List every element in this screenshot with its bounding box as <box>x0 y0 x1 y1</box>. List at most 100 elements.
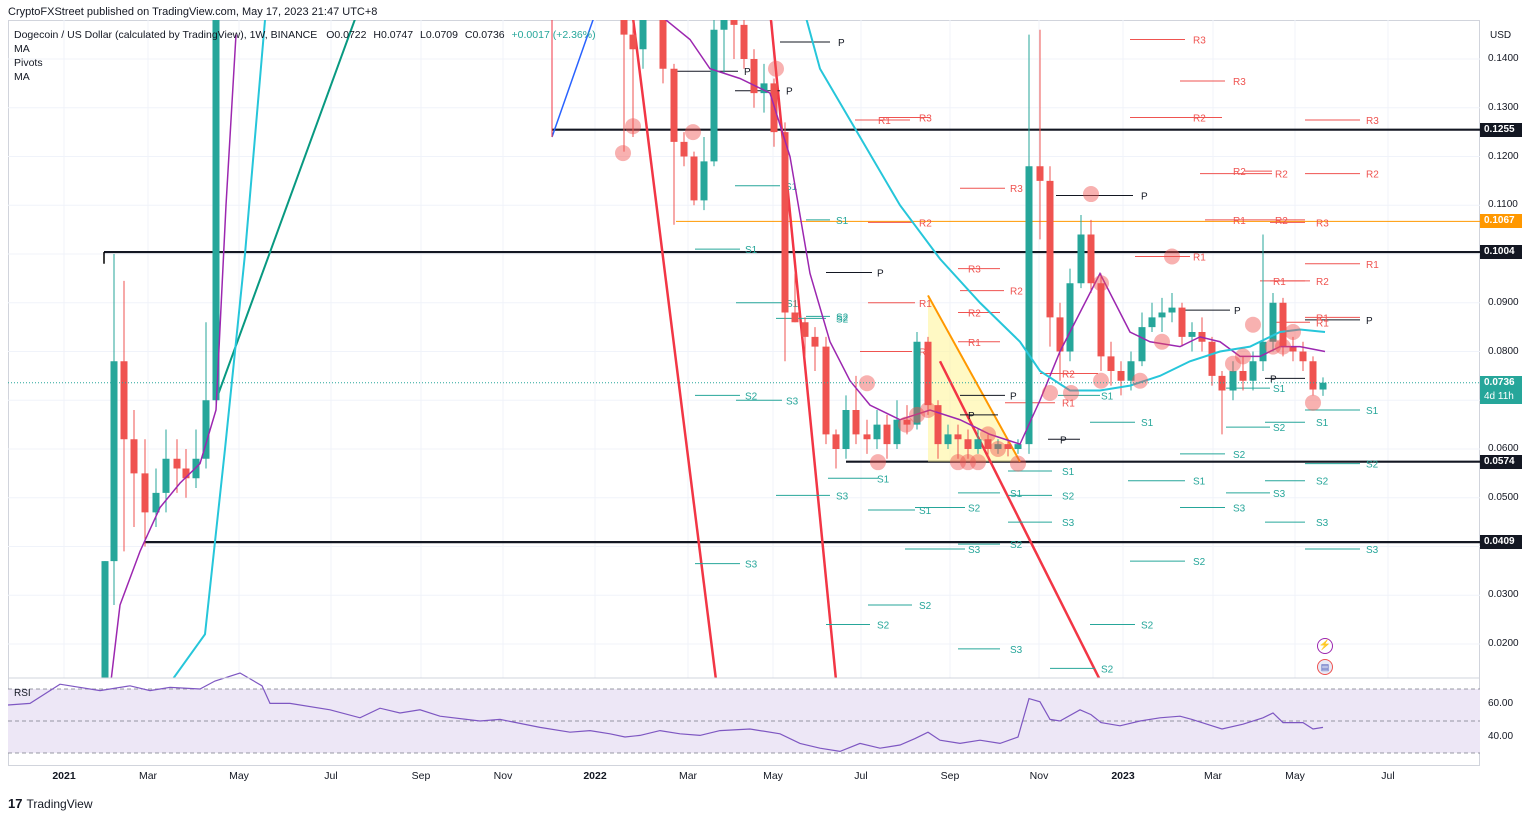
pivot-label-r3: R3 <box>1316 218 1329 229</box>
pivot-label-r3: R3 <box>1010 184 1023 195</box>
symbol-row: Dogecoin / US Dollar (calculated by Trad… <box>14 28 596 42</box>
price-tick-label: 0.1200 <box>1488 150 1519 162</box>
us-flag-icon[interactable]: ▤ <box>1317 659 1333 675</box>
trend-line-red-2 <box>769 20 838 678</box>
price-tick-label: 0.0500 <box>1488 491 1519 503</box>
ohlc-change: +0.0017 (+2.36%) <box>511 29 596 41</box>
signal-marker <box>1285 324 1301 340</box>
candle-body <box>710 29 718 162</box>
pivot-label-s3: S3 <box>745 560 758 571</box>
candle-body <box>883 424 891 445</box>
pivot-label-r1: R1 <box>878 116 891 127</box>
candle-body <box>1319 382 1327 390</box>
time-tick-label: Jul <box>1381 770 1395 782</box>
pivot-label-r1: R1 <box>919 299 932 310</box>
trend-line-red-1 <box>631 20 718 678</box>
pivot-label-s2: S2 <box>1193 557 1206 568</box>
signal-marker <box>909 406 925 423</box>
pivot-label-p: P <box>1270 374 1277 385</box>
triangle-edge <box>927 294 1021 463</box>
pivot-label-r2: R2 <box>1275 216 1288 227</box>
candle-body <box>852 410 860 435</box>
pivot-label-s2: S2 <box>919 601 932 612</box>
candle-body <box>141 473 149 513</box>
price-tick-label: 0.1300 <box>1488 101 1519 113</box>
time-tick-label: Mar <box>138 770 158 782</box>
lightning-icon[interactable]: ⚡ <box>1317 638 1333 654</box>
pivot-label-r2: R2 <box>919 218 932 229</box>
candle-body <box>680 141 688 157</box>
candle-body <box>1097 283 1105 357</box>
indicator-pivots[interactable]: Pivots <box>14 57 43 69</box>
candle-body <box>1208 341 1216 376</box>
signal-marker <box>1305 394 1321 411</box>
candle-body <box>1066 283 1074 352</box>
candle-body <box>1249 361 1257 381</box>
signal-marker <box>1154 333 1170 350</box>
signal-marker <box>768 60 784 77</box>
pivot-label-s3: S3 <box>1010 645 1023 656</box>
rsi-label[interactable]: RSI <box>14 688 31 699</box>
pivot-label-p: P <box>786 87 793 98</box>
candle-body <box>974 439 982 449</box>
time-tick-label: 2022 <box>583 770 607 782</box>
level-price-tag: 0.1255 <box>1480 122 1522 137</box>
pivot-label-r2: R2 <box>1062 369 1075 380</box>
candle-body <box>944 434 952 445</box>
pivot-label-r1: R1 <box>1316 318 1329 329</box>
pivot-label-r1: R1 <box>1193 252 1206 263</box>
pivot-label-s1: S1 <box>1062 467 1075 478</box>
pivot-label-s2: S2 <box>836 314 849 325</box>
candle-body <box>903 419 911 425</box>
signal-marker <box>1235 348 1251 365</box>
signal-marker <box>1093 372 1109 389</box>
indicator-ma-2[interactable]: MA <box>14 71 30 83</box>
pivot-label-p: P <box>877 269 884 280</box>
pivot-label-p: P <box>1141 192 1148 203</box>
candle-body <box>1239 371 1247 381</box>
indicator-ma-1[interactable]: MA <box>14 43 30 55</box>
signal-marker <box>1132 372 1148 389</box>
pivot-label-r1: R1 <box>1062 399 1075 410</box>
candle-body <box>954 434 962 440</box>
symbol-name[interactable]: Dogecoin / US Dollar (calculated by Trad… <box>14 29 318 41</box>
price-tick-label: 0.0200 <box>1488 638 1519 649</box>
candle-body <box>1014 444 1022 449</box>
signal-marker <box>950 454 966 471</box>
time-tick-label: Nov <box>493 770 513 782</box>
current-price-tag: 0.0736 <box>1480 375 1522 390</box>
candle-body <box>1004 444 1012 449</box>
pivot-label-s2: S2 <box>877 621 890 632</box>
time-tick-label: Sep <box>940 770 960 782</box>
pivot-label-p: P <box>1010 391 1017 402</box>
candle-body <box>1289 346 1297 352</box>
pivot-label-p: P <box>1366 316 1373 327</box>
level-price-tag: 0.0409 <box>1480 535 1522 550</box>
time-tick-label: Jul <box>854 770 868 782</box>
level-price-tag: 0.1004 <box>1480 245 1522 260</box>
candle-body <box>1259 341 1267 362</box>
time-tick-label: May <box>229 770 249 782</box>
ohlc-high: H0.0747 <box>373 29 414 41</box>
signal-marker <box>960 454 976 471</box>
pivot-label-s3: S3 <box>1273 489 1286 500</box>
pivot-label-s1: S1 <box>785 182 798 193</box>
signal-marker <box>1093 275 1109 292</box>
candle-body <box>1087 234 1095 284</box>
time-tick-label: Sep <box>411 770 431 782</box>
publish-info: CryptoFXStreet published on TradingView.… <box>8 6 378 18</box>
price-tick-label: 0.1400 <box>1488 53 1519 64</box>
ohlc-open: O0.0722 <box>326 29 367 41</box>
tradingview-brand[interactable]: 17 TradingView <box>8 796 93 811</box>
signal-marker <box>1083 186 1099 203</box>
pivot-label-r2: R2 <box>1233 167 1246 178</box>
trend-line-blue <box>551 20 594 138</box>
candle-body <box>1046 180 1054 318</box>
pivot-label-s1: S1 <box>1101 391 1114 402</box>
candle-body <box>173 458 181 469</box>
signal-marker <box>1164 248 1180 265</box>
candle-body <box>1148 317 1156 328</box>
rsi-tick-label: 60.00 <box>1488 698 1514 709</box>
candle-body <box>740 24 748 59</box>
